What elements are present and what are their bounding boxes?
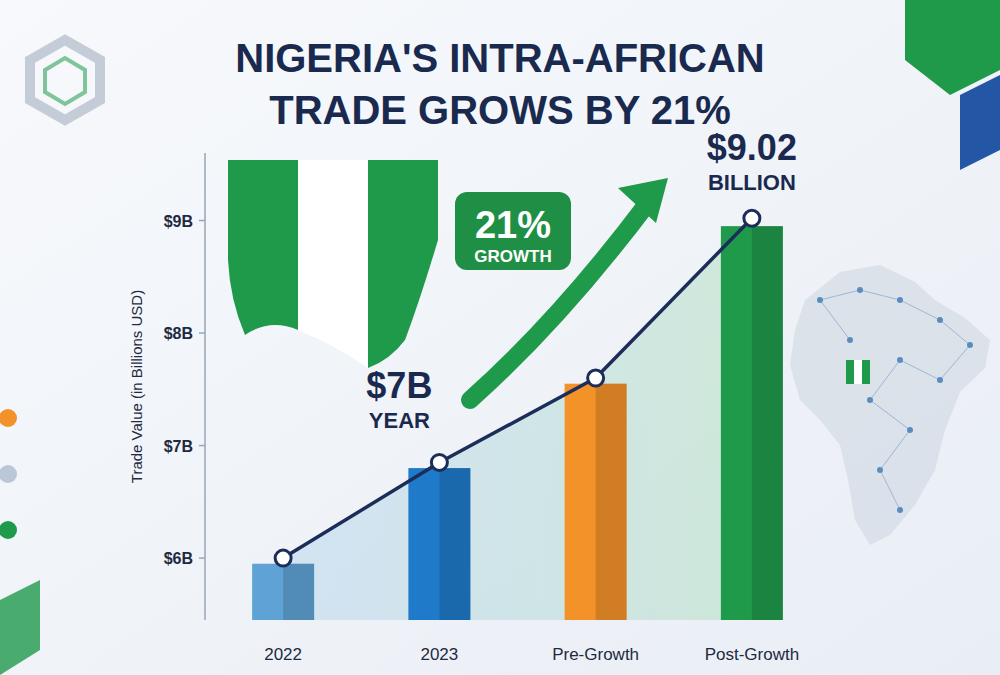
decor-node [937, 377, 943, 383]
annotation: YEAR [369, 408, 430, 433]
decor-node [847, 337, 853, 343]
bar-shade [283, 564, 314, 620]
annotation: 21% [475, 204, 551, 246]
line-marker [588, 370, 604, 386]
line-marker [275, 550, 291, 566]
growth-badge [455, 192, 571, 270]
y-tick [199, 332, 205, 334]
decor-node [817, 297, 823, 303]
x-tick-label: Post-Growth [705, 645, 799, 664]
decor-node [907, 427, 913, 433]
annotation: $7B [366, 365, 432, 406]
decor-node [897, 507, 903, 513]
decor-network [820, 300, 850, 340]
decor-node [897, 297, 903, 303]
x-tick-label: 2023 [420, 645, 458, 664]
annotation: $9.02 [707, 127, 797, 168]
bar [408, 468, 470, 620]
x-tick-label: 2022 [264, 645, 302, 664]
decor-hexagon [45, 58, 85, 104]
y-tick-label: $7B [164, 438, 193, 455]
y-axis-line [204, 153, 206, 620]
bar-shade [752, 226, 783, 620]
y-axis-title: Trade Value (in Billions USD) [128, 290, 145, 483]
bar [565, 384, 627, 620]
decor-flag-mini [846, 360, 854, 384]
line-marker [744, 210, 760, 226]
decor-node [877, 467, 883, 473]
flag-stripe [228, 160, 298, 335]
decor-network [880, 430, 910, 470]
decor-node [897, 357, 903, 363]
bar [721, 226, 783, 620]
title: TRADE GROWS BY 21% [269, 88, 731, 132]
y-tick [199, 445, 205, 447]
decor-network [940, 320, 970, 345]
annotation: GROWTH [474, 247, 551, 266]
decor-network [940, 345, 970, 380]
decor-dot [0, 465, 17, 483]
bar-shade [439, 468, 470, 620]
line-marker [431, 454, 447, 470]
decor-network [900, 300, 940, 320]
decor-node [967, 342, 973, 348]
flag-stripe [368, 160, 438, 368]
bar-shade [596, 384, 627, 620]
decor-corner [0, 580, 40, 675]
decor-flag [228, 160, 438, 368]
y-tick-label: $9B [164, 213, 193, 230]
title: NIGERIA'S INTRA-AFRICAN [235, 36, 765, 80]
decor-network [870, 400, 910, 430]
decor-node [937, 317, 943, 323]
chart: NIGERIA'S INTRA-AFRICAN TRADE GROWS BY 21… [0, 0, 1000, 675]
area-fill [283, 218, 752, 620]
decor-node [867, 397, 873, 403]
y-tick [199, 557, 205, 559]
y-tick-label: $8B [164, 325, 193, 342]
decor-node [857, 287, 863, 293]
decor-flag-mini [854, 360, 862, 384]
y-tick [199, 220, 205, 222]
decor-network [860, 290, 900, 300]
decor-network [900, 360, 940, 380]
plot-area [252, 210, 783, 620]
background [0, 0, 1000, 675]
y-tick-label: $6B [164, 550, 193, 567]
decor-corner [960, 75, 1000, 170]
decor-network [870, 360, 900, 400]
decor-dot [0, 521, 17, 539]
decor-network [880, 470, 900, 510]
decor-dot [0, 409, 17, 427]
growth-arrowhead [618, 178, 668, 223]
decor-network [820, 290, 860, 300]
decor-flag-mini [862, 360, 870, 384]
decor-hexagon [30, 40, 100, 120]
decor-map [790, 265, 990, 545]
x-tick-label: Pre-Growth [552, 645, 639, 664]
annotation: BILLION [708, 170, 796, 195]
bar [252, 564, 314, 620]
decor-corner [905, 0, 1000, 95]
flag-stripe [298, 160, 368, 368]
